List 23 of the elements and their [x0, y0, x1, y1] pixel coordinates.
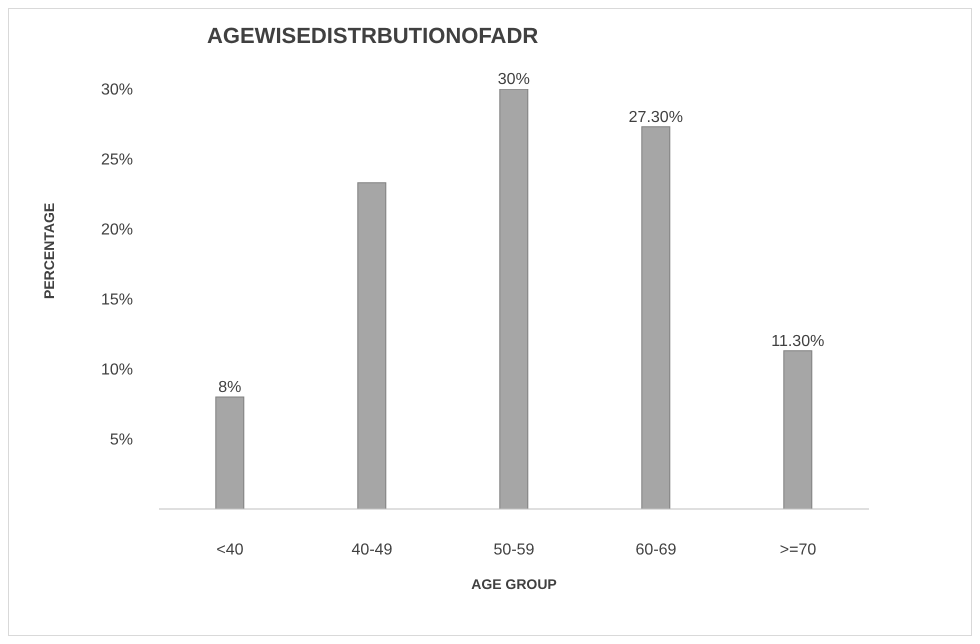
bar: [357, 182, 386, 509]
x-axis-title: AGE GROUP: [471, 576, 557, 592]
y-tick-label: 30%: [100, 82, 133, 99]
x-tick-label: 60-69: [636, 541, 677, 558]
y-tick-label: 20%: [100, 222, 133, 239]
data-label: 8%: [218, 379, 242, 396]
y-tick-label: 25%: [100, 152, 133, 169]
data-label: 27.30%: [628, 108, 683, 126]
x-tick-label: 40-49: [352, 541, 393, 558]
data-label: 11.30%: [771, 332, 824, 350]
bar: [641, 126, 670, 509]
data-label: 30%: [498, 71, 530, 88]
bar: [215, 396, 244, 509]
y-tick-label: 10%: [100, 362, 133, 379]
y-tick-label: 5%: [110, 432, 133, 449]
bar: [499, 89, 528, 509]
y-tick-label: 15%: [100, 292, 133, 309]
bar: [783, 350, 812, 509]
chart-title: AGEWISEDISTRBUTIONOFADR: [207, 23, 538, 49]
x-tick-label: >=70: [780, 541, 816, 558]
x-tick-label: <40: [216, 541, 244, 558]
x-tick-label: 50-59: [494, 541, 535, 558]
y-axis-title: PERCENTAGE: [40, 202, 57, 299]
